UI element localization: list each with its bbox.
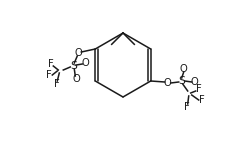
Text: S: S: [178, 76, 185, 86]
Text: F: F: [196, 84, 201, 94]
Text: O: O: [81, 58, 89, 68]
Text: O: O: [191, 77, 199, 87]
Text: S: S: [70, 61, 77, 71]
Text: O: O: [72, 74, 80, 84]
Text: O: O: [180, 64, 188, 74]
Text: F: F: [184, 102, 190, 112]
Text: F: F: [54, 79, 60, 89]
Text: F: F: [199, 95, 205, 105]
Text: F: F: [48, 59, 54, 69]
Text: O: O: [164, 78, 172, 88]
Text: O: O: [74, 48, 82, 58]
Text: F: F: [46, 70, 52, 80]
